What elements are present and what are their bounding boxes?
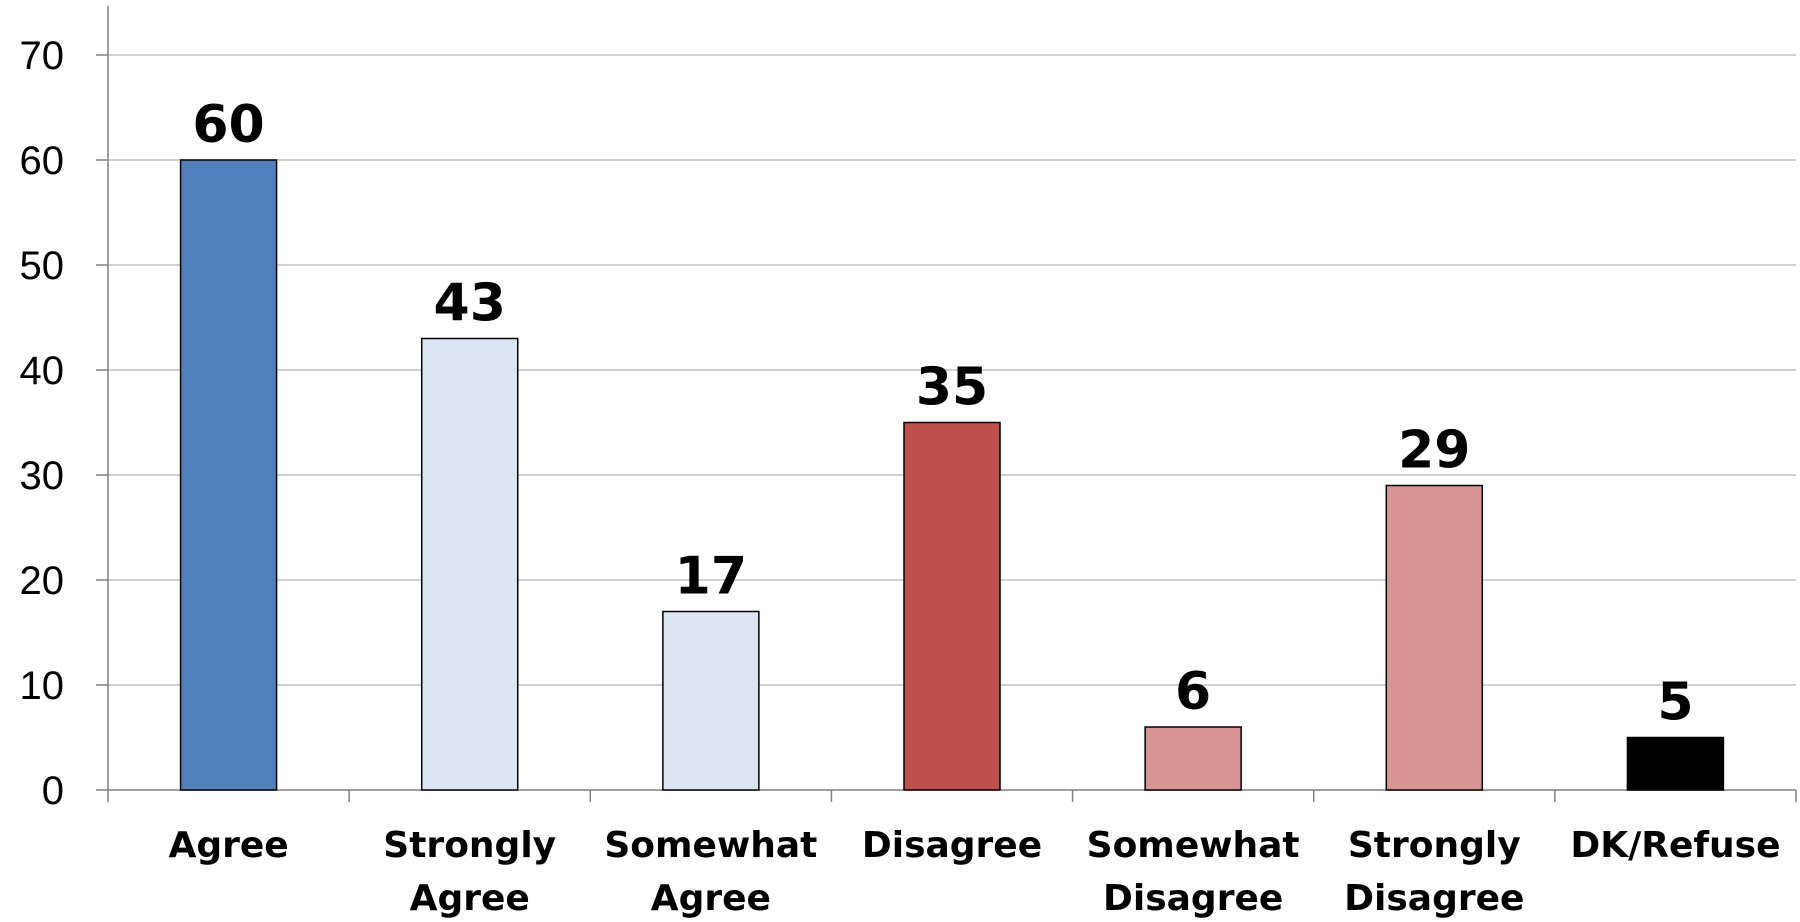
category-label-line: Strongly [383, 825, 556, 866]
data-label: 35 [916, 358, 988, 418]
category-label: Somewhat Disagree [1087, 825, 1300, 919]
data-label: 5 [1657, 673, 1693, 733]
y-tick-label: 20 [20, 559, 65, 603]
data-label: 17 [675, 547, 747, 607]
category-label-line: Disagree [1103, 878, 1283, 919]
y-tick-label: 50 [20, 244, 65, 288]
bar [179, 159, 278, 791]
y-tick-label: 0 [42, 769, 64, 813]
y-tick-label: 10 [20, 664, 65, 708]
data-label: 29 [1398, 421, 1470, 481]
category-label-line: Somewhat [604, 825, 817, 866]
category-label-line: Strongly [1348, 825, 1521, 866]
data-label: 6 [1175, 662, 1211, 722]
category-label-line: Disagree [862, 825, 1042, 866]
data-label: 60 [192, 95, 264, 155]
bar [903, 421, 1001, 791]
bar [420, 337, 519, 791]
bar [1385, 484, 1484, 791]
category-label-line: Agree [168, 825, 288, 866]
bars [179, 159, 1725, 791]
bar [662, 610, 760, 791]
bar [1144, 726, 1242, 791]
data-label: 43 [434, 274, 506, 334]
y-tick-label: 40 [20, 349, 65, 393]
category-label-line: Somewhat [1087, 825, 1300, 866]
y-tick-label: 60 [20, 139, 65, 183]
y-tick-label: 70 [20, 34, 65, 78]
category-label: Strongly Disagree [1344, 825, 1524, 919]
y-tick-labels: 0 10 20 30 40 50 60 70 [20, 34, 65, 813]
category-label-line: DK/Refuse [1570, 825, 1780, 866]
bar [1626, 736, 1725, 791]
category-label: Strongly Agree [383, 825, 556, 919]
category-label: DK/Refuse [1570, 825, 1780, 866]
category-label: Agree [168, 825, 288, 866]
y-tick-label: 30 [20, 454, 65, 498]
category-label-line: Agree [651, 878, 771, 919]
category-label-line: Disagree [1344, 878, 1524, 919]
category-label: Somewhat Agree [604, 825, 817, 919]
category-label-line: Agree [410, 878, 530, 919]
data-labels: 60 43 17 35 6 29 5 [192, 95, 1693, 733]
category-label: Disagree [862, 825, 1042, 866]
